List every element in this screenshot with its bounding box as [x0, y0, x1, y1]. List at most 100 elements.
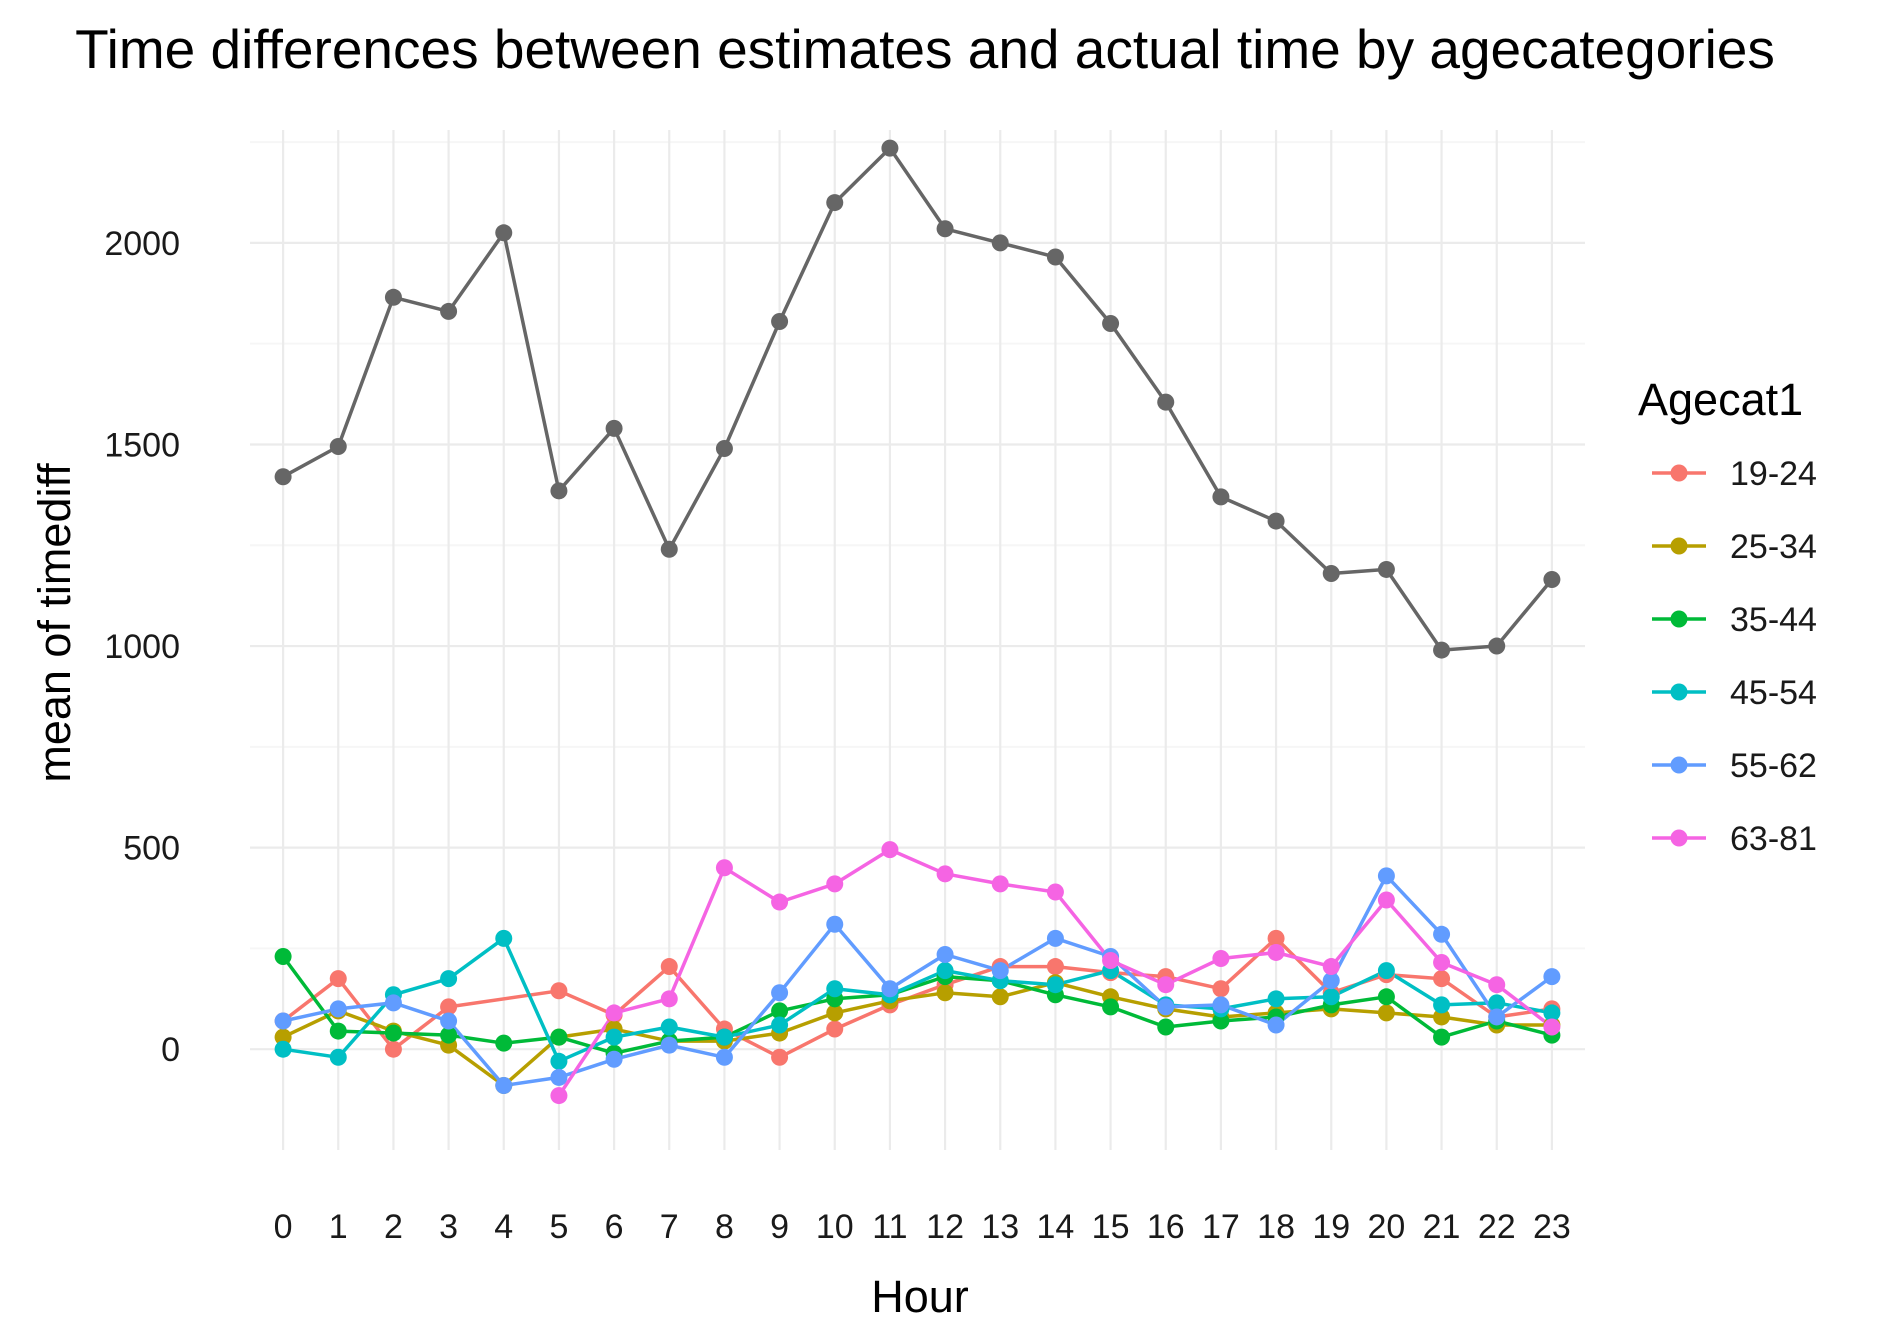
data-point-63-81	[936, 865, 954, 883]
x-tick-label: 15	[1092, 1208, 1130, 1246]
data-point-45-54	[440, 970, 458, 988]
data-point-19-24	[1046, 958, 1064, 976]
x-tick-label: 11	[872, 1208, 907, 1246]
data-point-55-62	[881, 980, 899, 998]
data-point-45-54	[1322, 988, 1340, 1006]
data-point-45-54	[329, 1048, 347, 1066]
data-point-35-44	[1212, 1012, 1230, 1030]
series-line-55-62	[282, 874, 1553, 1088]
data-point-55-62	[1377, 867, 1395, 885]
data-point-45-54	[771, 1016, 789, 1034]
data-point-55-62	[329, 1000, 347, 1018]
data-point-19-24	[1267, 929, 1285, 947]
data-point-45-54	[605, 1028, 623, 1046]
data-point-overall	[1267, 512, 1285, 530]
data-point-63-81	[1157, 976, 1175, 994]
data-point-63-81	[1488, 976, 1506, 994]
x-tick-label: 19	[1312, 1208, 1350, 1246]
data-point-overall	[274, 468, 292, 486]
data-point-63-81	[1212, 949, 1230, 967]
data-point-overall	[1488, 637, 1506, 655]
legend-item-19-24: 19-24	[1652, 455, 1817, 493]
data-point-63-81	[1543, 1018, 1561, 1036]
x-tick-label: 8	[715, 1208, 734, 1246]
data-point-overall	[495, 224, 513, 242]
x-tick-label: 6	[605, 1208, 624, 1246]
data-point-63-81	[771, 893, 789, 911]
x-tick-label: 5	[549, 1208, 568, 1246]
legend-key-point	[1670, 537, 1688, 555]
data-point-45-54	[274, 1040, 292, 1058]
data-point-overall	[605, 419, 623, 437]
data-point-55-62	[1212, 996, 1230, 1014]
data-point-overall	[1102, 315, 1120, 333]
data-point-45-54	[1488, 994, 1506, 1012]
data-point-63-81	[1102, 952, 1120, 970]
data-point-19-24	[826, 1020, 844, 1038]
data-point-55-62	[1157, 998, 1175, 1016]
data-point-overall	[991, 234, 1009, 252]
x-tick-label: 22	[1478, 1208, 1516, 1246]
series-line-35-44	[281, 955, 1553, 1055]
data-point-63-81	[991, 875, 1009, 893]
legend-title: Agecat1	[1638, 374, 1803, 425]
data-point-45-54	[550, 1052, 568, 1070]
data-point-35-44	[274, 947, 292, 965]
x-tick-label: 12	[926, 1208, 964, 1246]
data-point-45-54	[1377, 962, 1395, 980]
x-tick-label: 17	[1202, 1208, 1240, 1246]
legend-key-point	[1670, 464, 1688, 482]
data-point-55-62	[495, 1076, 513, 1094]
data-point-35-44	[1433, 1028, 1451, 1046]
x-tick-label: 1	[329, 1208, 348, 1246]
data-point-55-62	[771, 984, 789, 1002]
data-point-overall	[1433, 641, 1451, 659]
legend-item-45-54: 45-54	[1652, 674, 1817, 712]
y-axis-title: mean of timediff	[29, 463, 80, 783]
data-point-55-62	[274, 1012, 292, 1030]
data-point-45-54	[715, 1028, 733, 1046]
legend-item-35-44: 35-44	[1652, 601, 1817, 639]
data-point-35-44	[771, 1002, 789, 1020]
data-point-overall	[660, 540, 678, 558]
legend-label: 55-62	[1730, 747, 1817, 785]
data-point-55-62	[1267, 1016, 1285, 1034]
x-axis-title: Hour	[871, 1271, 969, 1322]
data-point-19-24	[329, 970, 347, 988]
x-tick-label: 21	[1423, 1208, 1461, 1246]
legend-key-point	[1670, 610, 1688, 628]
data-point-19-24	[1433, 970, 1451, 988]
data-point-overall	[881, 139, 899, 157]
data-point-63-81	[605, 1004, 623, 1022]
data-point-55-62	[991, 962, 1009, 980]
legend-key-point	[1670, 756, 1688, 774]
x-axis-ticks: 0 1 2 3 4 5 6 7 8 9 10 11 12 13 14 15 16 17 18 19 20 21 22 23	[274, 1208, 1571, 1246]
x-tick-label: 20	[1367, 1208, 1405, 1246]
data-point-overall	[826, 194, 844, 212]
data-point-55-62	[660, 1036, 678, 1054]
data-point-overall	[1322, 564, 1340, 582]
series-line-overall	[282, 146, 1554, 652]
y-tick-label: 500	[123, 830, 180, 868]
data-point-45-54	[1433, 996, 1451, 1014]
data-point-25-34	[991, 988, 1009, 1006]
data-point-25-34	[1377, 1004, 1395, 1022]
data-point-overall	[771, 313, 789, 331]
x-tick-label: 0	[274, 1208, 293, 1246]
data-point-55-62	[1543, 968, 1561, 986]
x-tick-label: 14	[1036, 1208, 1074, 1246]
data-point-overall	[936, 220, 954, 238]
data-point-45-54	[495, 929, 513, 947]
series-lines	[281, 146, 1554, 1097]
data-point-overall	[1212, 488, 1230, 506]
data-point-63-81	[715, 859, 733, 877]
data-point-19-24	[771, 1048, 789, 1066]
legend-item-63-81: 63-81	[1652, 820, 1817, 858]
data-point-overall	[1157, 393, 1175, 411]
data-point-35-44	[1377, 988, 1395, 1006]
data-point-35-44	[550, 1028, 568, 1046]
data-point-63-81	[826, 875, 844, 893]
data-point-25-34	[826, 1004, 844, 1022]
data-point-overall	[440, 302, 458, 320]
data-point-55-62	[936, 945, 954, 963]
